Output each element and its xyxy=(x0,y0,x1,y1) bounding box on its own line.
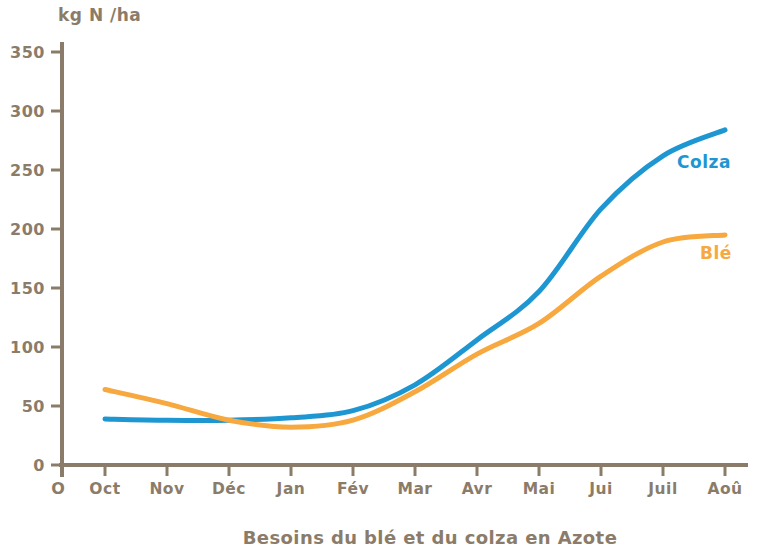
x-tick-label: Fév xyxy=(337,480,369,498)
y-tick-label: 150 xyxy=(10,279,45,298)
x-tick-label: Jan xyxy=(276,480,306,498)
x-origin-label: O xyxy=(51,479,65,498)
x-tick-label: Déc xyxy=(212,480,246,498)
y-tick-label: 50 xyxy=(22,397,45,416)
y-axis-unit-label: kg N /ha xyxy=(58,5,141,25)
x-tick-label: Avr xyxy=(462,480,493,498)
ble-curve xyxy=(105,235,725,427)
x-tick-label: Mar xyxy=(397,480,432,498)
y-tick-label: 200 xyxy=(10,220,45,239)
colza-curve xyxy=(105,130,725,421)
x-tick-label: Juil xyxy=(647,480,677,498)
chart-title: Besoins du blé et du colza en Azote xyxy=(105,527,755,548)
chart-svg: 0 50 100 150 200 250 300 350 O Oct Nov Déc Jan Fév Mar… xyxy=(0,0,759,557)
nitrogen-needs-chart: 0 50 100 150 200 250 300 350 O Oct Nov Déc Jan Fév Mar… xyxy=(0,0,759,557)
x-tick-label: Jui xyxy=(588,480,613,498)
x-tick-label: Oct xyxy=(89,480,120,498)
y-tick-label: 350 xyxy=(10,43,45,62)
y-tick-label: 300 xyxy=(10,102,45,121)
y-tick-label: 0 xyxy=(33,456,45,475)
ble-series-label: Blé xyxy=(700,243,732,263)
y-tick-label: 250 xyxy=(10,161,45,180)
x-tick-label: Aoû xyxy=(707,480,742,498)
y-tick-label: 100 xyxy=(10,338,45,357)
colza-series-label: Colza xyxy=(677,152,731,172)
x-tick-label: Mai xyxy=(523,480,556,498)
x-tick-label: Nov xyxy=(149,480,184,498)
